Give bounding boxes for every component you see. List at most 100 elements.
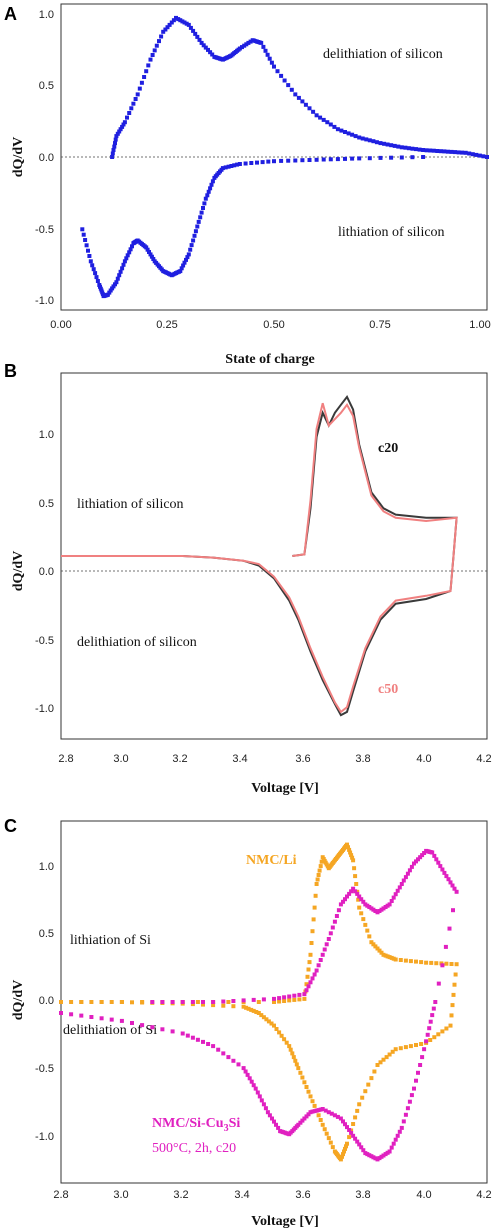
data-point bbox=[357, 1142, 362, 1147]
data-point bbox=[190, 1035, 195, 1040]
data-point bbox=[305, 974, 310, 979]
data-point bbox=[434, 961, 439, 966]
data-point bbox=[304, 1085, 309, 1089]
data-point bbox=[456, 150, 461, 155]
panel-a-annot-lithiation: lithiation of silicon bbox=[338, 225, 445, 240]
data-point bbox=[279, 73, 284, 78]
data-point bbox=[329, 1111, 334, 1116]
data-point bbox=[130, 1000, 134, 1005]
data-point bbox=[120, 124, 125, 129]
data-point bbox=[115, 276, 120, 281]
data-point bbox=[417, 147, 422, 152]
data-point bbox=[243, 161, 248, 166]
data-point bbox=[221, 1003, 226, 1008]
data-point bbox=[274, 1027, 279, 1031]
data-point bbox=[318, 958, 323, 962]
panel-c-xtick: 4.2 bbox=[476, 1189, 491, 1201]
panel-b-xtick: 3.0 bbox=[113, 753, 128, 765]
data-point bbox=[302, 1080, 307, 1085]
data-point bbox=[344, 1144, 348, 1149]
data-point bbox=[433, 1000, 438, 1004]
data-point bbox=[79, 1000, 84, 1004]
data-point bbox=[398, 1046, 403, 1051]
data-point bbox=[310, 1099, 315, 1104]
data-point bbox=[389, 899, 394, 903]
data-point bbox=[449, 962, 454, 966]
data-point bbox=[355, 1108, 360, 1113]
data-point bbox=[393, 957, 398, 962]
data-point bbox=[201, 1000, 205, 1004]
data-point bbox=[401, 1119, 406, 1124]
panel-b-xtick: 2.8 bbox=[58, 753, 73, 765]
data-point bbox=[112, 144, 117, 149]
data-point bbox=[170, 1029, 175, 1034]
data-point bbox=[332, 919, 337, 924]
data-point bbox=[114, 134, 119, 139]
data-point bbox=[131, 101, 136, 106]
data-point bbox=[287, 998, 292, 1003]
data-point bbox=[247, 1076, 252, 1081]
data-point bbox=[393, 1137, 398, 1142]
data-point bbox=[311, 917, 316, 922]
data-point bbox=[191, 28, 196, 33]
data-point bbox=[277, 996, 282, 1001]
panel-a-xtick: 0.75 bbox=[369, 319, 390, 331]
data-point bbox=[304, 988, 309, 993]
data-point bbox=[113, 137, 118, 142]
data-point bbox=[232, 163, 237, 168]
data-point bbox=[357, 905, 362, 910]
panel-c-ylabel: dQ/dV bbox=[11, 980, 26, 1020]
data-point bbox=[241, 998, 246, 1003]
data-point bbox=[330, 925, 335, 930]
data-point bbox=[99, 1000, 104, 1004]
data-point bbox=[460, 150, 465, 155]
data-point bbox=[89, 1000, 94, 1004]
data-point bbox=[454, 962, 459, 967]
data-point bbox=[270, 1116, 274, 1121]
data-point bbox=[244, 42, 249, 47]
data-point bbox=[320, 1122, 325, 1127]
data-point bbox=[307, 960, 312, 965]
data-point bbox=[272, 64, 276, 69]
data-point bbox=[385, 142, 390, 147]
data-point bbox=[185, 1033, 190, 1038]
data-point bbox=[170, 1000, 175, 1004]
data-point bbox=[240, 45, 244, 50]
data-point bbox=[277, 1030, 282, 1035]
panel-a-ytick: 1.0 bbox=[39, 9, 54, 21]
data-point bbox=[399, 1125, 404, 1130]
data-point bbox=[267, 56, 272, 61]
data-point bbox=[246, 1006, 251, 1011]
data-point bbox=[113, 282, 117, 287]
data-point bbox=[259, 40, 264, 45]
data-point bbox=[343, 130, 347, 134]
data-point bbox=[206, 47, 210, 52]
data-point bbox=[297, 997, 302, 1002]
data-point bbox=[275, 69, 280, 74]
data-point bbox=[332, 1149, 337, 1154]
data-point bbox=[251, 997, 256, 1002]
data-point bbox=[196, 219, 201, 224]
data-point bbox=[243, 1069, 248, 1074]
data-point bbox=[381, 906, 386, 911]
data-point bbox=[371, 139, 376, 144]
panel-b-ticks: 1.0 0.5 0.0 -0.5 -1.0 2.8 3.0 3.2 3.4 3.… bbox=[35, 429, 492, 765]
data-point bbox=[311, 109, 316, 114]
data-point bbox=[355, 1139, 360, 1144]
data-point bbox=[287, 1044, 292, 1049]
data-point bbox=[246, 40, 251, 45]
data-point bbox=[449, 149, 454, 154]
data-point bbox=[336, 908, 341, 913]
data-point bbox=[140, 1023, 145, 1028]
data-point bbox=[424, 1039, 429, 1044]
data-point bbox=[261, 997, 266, 1002]
data-point bbox=[387, 1052, 392, 1057]
data-point bbox=[383, 1152, 388, 1157]
data-point bbox=[95, 279, 100, 283]
data-point bbox=[182, 20, 187, 25]
data-point bbox=[328, 122, 333, 127]
data-point bbox=[354, 882, 359, 886]
data-point bbox=[304, 1114, 309, 1119]
data-point bbox=[178, 18, 183, 23]
